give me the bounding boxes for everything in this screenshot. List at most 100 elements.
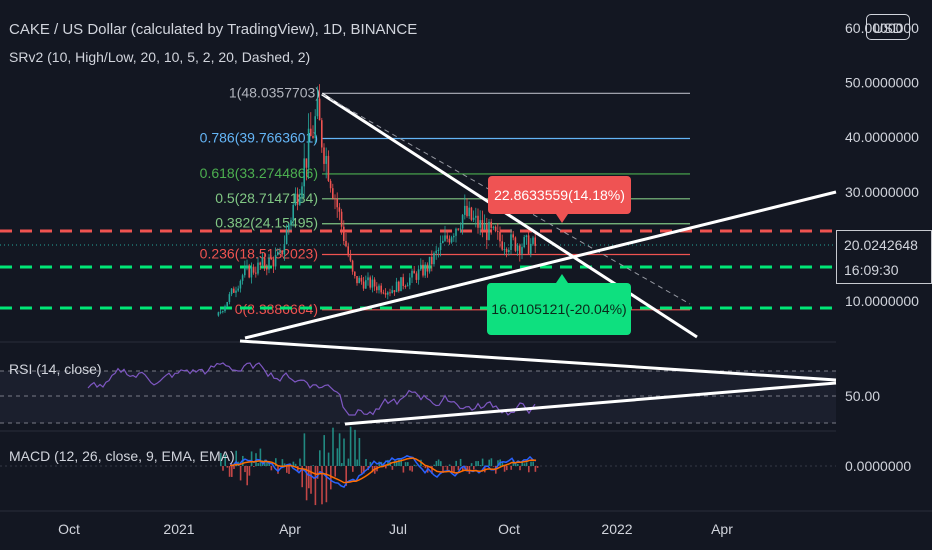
indicator-label-srv2[interactable]: SRv2 (10, High/Low, 20, 10, 5, 2, 20, Da…	[9, 49, 311, 65]
macd-histogram-bar	[283, 463, 286, 466]
macd-histogram-bar	[442, 466, 444, 473]
candle	[450, 237, 453, 243]
macd-histogram-bar	[393, 461, 396, 466]
candle	[521, 247, 523, 254]
candle	[389, 292, 391, 294]
macd-histogram-bar	[277, 466, 279, 474]
candle	[226, 302, 228, 307]
current-price: 20.0242648	[844, 237, 918, 253]
candle	[431, 256, 433, 265]
macd-histogram-bar	[250, 451, 253, 466]
candle	[532, 237, 534, 244]
macd-histogram-bar	[435, 460, 438, 466]
candle	[514, 237, 517, 251]
macd-histogram-bar	[314, 466, 317, 506]
candle	[318, 98, 321, 121]
macd-histogram-bar	[231, 466, 233, 477]
macd-histogram-bar	[378, 461, 380, 466]
macd-histogram-bar	[400, 458, 402, 466]
candle	[501, 241, 503, 250]
macd-histogram-bar	[257, 463, 259, 466]
rsi-label[interactable]: RSI (14, close)	[9, 361, 102, 377]
macd-label[interactable]: MACD (12, 26, close, 9, EMA, EMA)	[9, 448, 235, 464]
candle	[470, 207, 473, 220]
candle	[472, 217, 475, 220]
time-axis-label: 2021	[163, 521, 194, 537]
candle	[387, 292, 389, 295]
macd-histogram-bar	[270, 466, 273, 471]
candle	[323, 147, 325, 164]
macd-histogram-bar	[327, 452, 330, 466]
candle	[483, 224, 486, 230]
time-axis-label: Oct	[58, 521, 80, 537]
macd-histogram-bar	[404, 462, 407, 466]
rsi-line	[87, 362, 536, 416]
candle	[492, 226, 495, 228]
candle	[477, 215, 479, 228]
macd-histogram-bar	[365, 459, 367, 466]
macd-histogram-bar	[352, 466, 354, 472]
macd-histogram-bar	[246, 466, 248, 486]
candle	[393, 290, 396, 293]
candle	[237, 288, 239, 291]
macd-histogram-bar	[303, 433, 306, 466]
candle	[360, 277, 363, 282]
candle	[461, 214, 464, 229]
candle	[272, 259, 275, 267]
candle	[248, 265, 250, 278]
candle	[409, 277, 411, 286]
time-axis-label: Oct	[498, 521, 520, 537]
candle	[455, 228, 457, 236]
candle	[428, 256, 431, 272]
macd-histogram-bar	[521, 461, 523, 466]
candle	[305, 158, 308, 168]
rsi-trendline	[239, 339, 837, 382]
candle	[466, 205, 468, 217]
macd-histogram-bar	[528, 466, 530, 473]
candle	[310, 128, 312, 137]
candle	[252, 266, 255, 273]
candle	[281, 250, 283, 255]
candle	[224, 306, 226, 312]
candle	[525, 235, 528, 238]
candle	[479, 220, 481, 228]
candle	[417, 269, 420, 280]
fib-level-label: 0(8.3886664)	[235, 301, 318, 317]
symbol-title[interactable]: CAKE / US Dollar (calculated by TradingV…	[9, 21, 418, 38]
macd-histogram-bar	[407, 462, 409, 466]
candle	[222, 311, 224, 313]
bar-countdown: 16:09:30	[844, 262, 899, 278]
macd-histogram-bar	[349, 426, 352, 466]
macd-histogram-bar	[294, 463, 297, 466]
fib-level-label: 0.236(18.5132023)	[200, 246, 318, 262]
candle	[244, 267, 246, 276]
candle	[290, 220, 292, 225]
candle	[362, 281, 365, 289]
candle	[334, 198, 336, 200]
macd-histogram-bar	[345, 466, 347, 486]
macd-histogram-bar	[492, 466, 495, 467]
candle	[299, 196, 301, 205]
candle	[534, 237, 536, 246]
currency-button[interactable]: USD	[866, 14, 910, 40]
candle	[505, 249, 508, 253]
candle	[316, 98, 319, 117]
candle	[481, 220, 484, 230]
candle	[228, 294, 231, 303]
candle	[384, 293, 387, 295]
fib-level-label: 0.5(28.7147184)	[215, 190, 318, 206]
candle	[444, 235, 446, 241]
callout-pointer	[556, 274, 568, 283]
candle	[314, 116, 316, 138]
candle	[340, 211, 343, 227]
candle	[494, 226, 497, 232]
macd-histogram-bar	[402, 466, 405, 473]
candle	[422, 264, 424, 276]
macd-histogram-bar	[431, 466, 433, 474]
candle	[453, 235, 455, 238]
macd-histogram-bar	[453, 466, 455, 473]
candle	[294, 193, 297, 205]
candle	[415, 273, 418, 280]
macd-histogram-bar	[495, 466, 497, 474]
